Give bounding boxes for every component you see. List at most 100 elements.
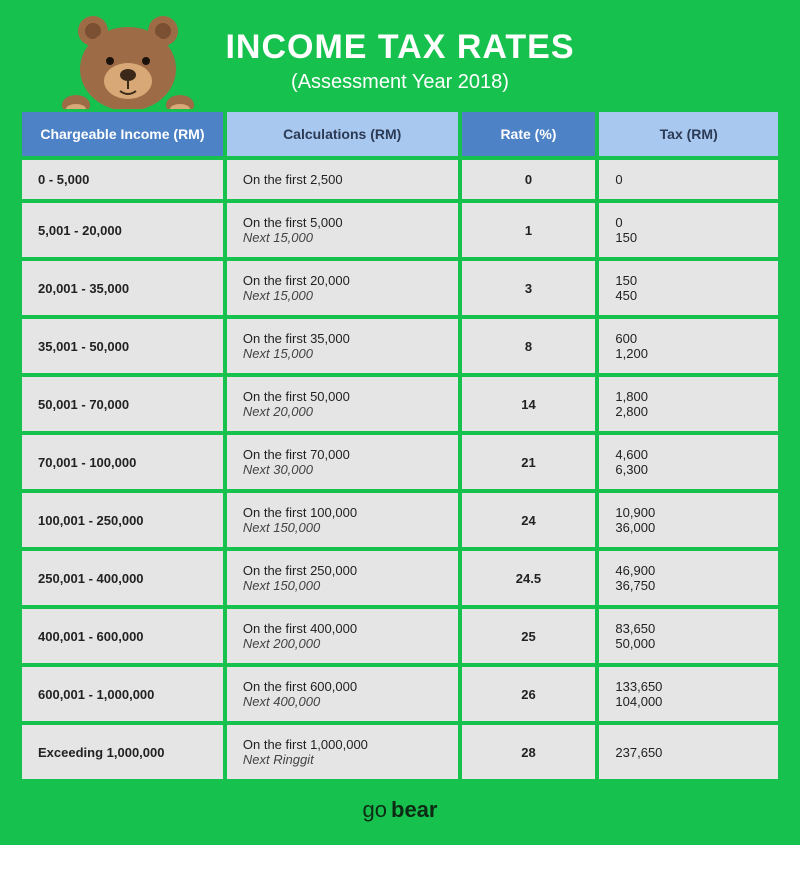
cell-calculations: On the first 50,000Next 20,000 xyxy=(227,377,458,431)
tax-line2: 36,000 xyxy=(615,520,762,535)
table-row: 70,001 - 100,000On the first 70,000Next … xyxy=(22,435,778,489)
cell-income: 100,001 - 250,000 xyxy=(22,493,223,547)
cell-calculations: On the first 100,000Next 150,000 xyxy=(227,493,458,547)
tax-rates-table: Chargeable Income (RM) Calculations (RM)… xyxy=(18,108,782,783)
tax-line1: 0 xyxy=(615,215,762,230)
calc-line1: On the first 400,000 xyxy=(243,621,442,636)
calc-line1: On the first 600,000 xyxy=(243,679,442,694)
cell-calculations: On the first 400,000Next 200,000 xyxy=(227,609,458,663)
brand-logo: gobear xyxy=(363,797,438,823)
table-row: 400,001 - 600,000On the first 400,000Nex… xyxy=(22,609,778,663)
cell-calculations: On the first 1,000,000Next Ringgit xyxy=(227,725,458,779)
tax-line1: 150 xyxy=(615,273,762,288)
calc-line2: Next 15,000 xyxy=(243,230,442,245)
cell-calculations: On the first 35,000Next 15,000 xyxy=(227,319,458,373)
cell-rate: 24.5 xyxy=(462,551,596,605)
tax-line2: 6,300 xyxy=(615,462,762,477)
cell-tax: 0150 xyxy=(599,203,778,257)
cell-tax: 4,6006,300 xyxy=(599,435,778,489)
calc-line2: Next 150,000 xyxy=(243,578,442,593)
cell-rate: 28 xyxy=(462,725,596,779)
calc-line2: Next 400,000 xyxy=(243,694,442,709)
table-row: 250,001 - 400,000 On the first 250,000Nex… xyxy=(22,551,778,605)
cell-income: 400,001 - 600,000 xyxy=(22,609,223,663)
footer: gobear xyxy=(18,783,782,827)
tax-line2: 36,750 xyxy=(615,578,762,593)
tax-line1: 83,650 xyxy=(615,621,762,636)
table-row: 100,001 - 250,000On the first 100,000Nex… xyxy=(22,493,778,547)
cell-rate: 1 xyxy=(462,203,596,257)
tax-line1: 0 xyxy=(615,172,762,187)
table-header-row: Chargeable Income (RM) Calculations (RM)… xyxy=(22,112,778,156)
cell-calculations: On the first 70,000Next 30,000 xyxy=(227,435,458,489)
cell-calculations: On the first 2,500 xyxy=(227,160,458,199)
tax-rates-card: INCOME TAX RATES (Assessment Year 2018) … xyxy=(0,0,800,845)
cell-tax: 150450 xyxy=(599,261,778,315)
bear-mascot xyxy=(58,9,198,114)
tax-line1: 133,650 xyxy=(615,679,762,694)
tax-line1: 237,650 xyxy=(615,745,762,760)
tax-line1: 600 xyxy=(615,331,762,346)
calc-line1: On the first 250,000 xyxy=(243,563,442,578)
tax-line2: 104,000 xyxy=(615,694,762,709)
cell-tax: 133,650104,000 xyxy=(599,667,778,721)
cell-rate: 14 xyxy=(462,377,596,431)
table-row: 35,001 - 50,000On the first 35,000Next 1… xyxy=(22,319,778,373)
tax-line2: 450 xyxy=(615,288,762,303)
calc-line1: On the first 70,000 xyxy=(243,447,442,462)
calc-line2: Next Ringgit xyxy=(243,752,442,767)
table-row: Exceeding 1,000,000On the first 1,000,00… xyxy=(22,725,778,779)
cell-calculations: On the first 5,000Next 15,000 xyxy=(227,203,458,257)
cell-income: 5,001 - 20,000 xyxy=(22,203,223,257)
cell-rate: 0 xyxy=(462,160,596,199)
cell-income: 70,001 - 100,000 xyxy=(22,435,223,489)
cell-tax: 0 xyxy=(599,160,778,199)
col-header-income: Chargeable Income (RM) xyxy=(22,112,223,156)
logo-text-bear: bear xyxy=(391,797,437,823)
table-row: 0 - 5,000 On the first 2,500 0 0 xyxy=(22,160,778,199)
cell-rate: 25 xyxy=(462,609,596,663)
calc-line2: Next 15,000 xyxy=(243,288,442,303)
tax-line1: 46,900 xyxy=(615,563,762,578)
calc-line1: On the first 35,000 xyxy=(243,331,442,346)
cell-tax: 10,90036,000 xyxy=(599,493,778,547)
cell-calculations: On the first 20,000Next 15,000 xyxy=(227,261,458,315)
tax-line2: 50,000 xyxy=(615,636,762,651)
cell-calculations: On the first 600,000Next 400,000 xyxy=(227,667,458,721)
table-row: 600,001 - 1,000,000On the first 600,000N… xyxy=(22,667,778,721)
calc-line2: Next 30,000 xyxy=(243,462,442,477)
cell-tax: 83,65050,000 xyxy=(599,609,778,663)
calc-line1: On the first 50,000 xyxy=(243,389,442,404)
tax-line1: 4,600 xyxy=(615,447,762,462)
tax-line1: 1,800 xyxy=(615,389,762,404)
cell-income: Exceeding 1,000,000 xyxy=(22,725,223,779)
tax-line2: 150 xyxy=(615,230,762,245)
cell-tax: 1,8002,800 xyxy=(599,377,778,431)
col-header-tax: Tax (RM) xyxy=(599,112,778,156)
cell-income: 600,001 - 1,000,000 xyxy=(22,667,223,721)
col-header-rate: Rate (%) xyxy=(462,112,596,156)
cell-rate: 21 xyxy=(462,435,596,489)
table-row: 5,001 - 20,000On the first 5,000Next 15,… xyxy=(22,203,778,257)
tax-line2: 2,800 xyxy=(615,404,762,419)
calc-line1: On the first 1,000,000 xyxy=(243,737,442,752)
cell-income: 50,001 - 70,000 xyxy=(22,377,223,431)
calc-line1: On the first 2,500 xyxy=(243,172,442,187)
calc-line1: On the first 20,000 xyxy=(243,273,442,288)
cell-rate: 26 xyxy=(462,667,596,721)
calc-line1: On the first 5,000 xyxy=(243,215,442,230)
tax-line2: 1,200 xyxy=(615,346,762,361)
cell-rate: 8 xyxy=(462,319,596,373)
cell-income: 250,001 - 400,000 xyxy=(22,551,223,605)
calc-line2: Next 200,000 xyxy=(243,636,442,651)
cell-tax: 237,650 xyxy=(599,725,778,779)
cell-rate: 24 xyxy=(462,493,596,547)
table-row: 50,001 - 70,000On the first 50,000Next 2… xyxy=(22,377,778,431)
cell-income: 0 - 5,000 xyxy=(22,160,223,199)
calc-line1: On the first 100,000 xyxy=(243,505,442,520)
logo-text-go: go xyxy=(363,797,387,823)
cell-tax: 46,90036,750 xyxy=(599,551,778,605)
tax-line1: 10,900 xyxy=(615,505,762,520)
calc-line2: Next 20,000 xyxy=(243,404,442,419)
table-row: 20,001 - 35,000On the first 20,000Next 1… xyxy=(22,261,778,315)
